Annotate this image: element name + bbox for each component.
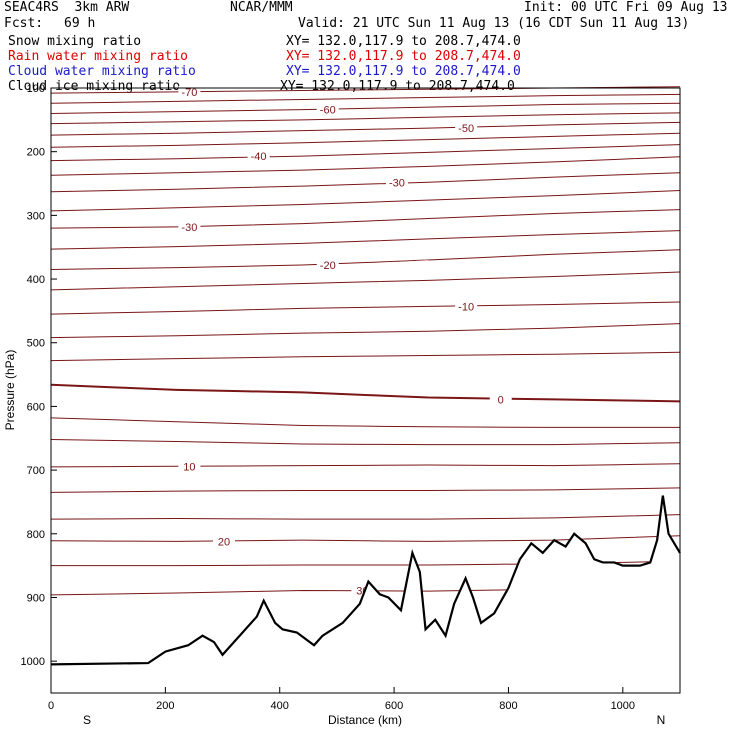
init-time: Init: 00 UTC Fri 09 Aug 13 <box>524 0 728 15</box>
isotherm-label: -70 <box>181 87 197 99</box>
y-axis-label: Pressure (hPa) <box>3 350 17 431</box>
fcst-label: Fcst: <box>4 16 44 31</box>
x-axis-label: Distance (km) <box>328 713 402 727</box>
isotherm-label: -10 <box>458 301 474 313</box>
y-tick-label: 700 <box>27 465 45 477</box>
isotherm-label-bg <box>455 122 478 134</box>
isotherm-line <box>50 351 681 362</box>
isotherm-label-bg <box>178 85 201 97</box>
isotherm-line <box>50 249 681 270</box>
y-tick-label: 900 <box>27 592 45 604</box>
isotherm-label-bg <box>178 220 201 232</box>
isotherm-label-bg <box>178 460 201 472</box>
terrain-layer <box>50 495 681 693</box>
isotherm-line <box>50 144 681 162</box>
y-tick-label: 500 <box>27 338 45 350</box>
y-tick-label: 300 <box>27 210 45 222</box>
field-name-cloudice: Cloud ice mixing ratio <box>8 79 181 94</box>
fcst-value: 69 h <box>64 16 96 31</box>
isotherm-line <box>50 301 681 315</box>
isotherm-line <box>50 121 681 136</box>
x-tick-label: 400 <box>271 700 289 712</box>
isotherm-label: 10 <box>183 461 195 473</box>
field-name-snow: Snow mixing ratio <box>8 34 142 49</box>
isotherm-line <box>50 172 681 193</box>
field-name-rain: Rain water mixing ratio <box>8 49 189 64</box>
isotherm-line <box>50 417 680 428</box>
isotherm-line <box>50 514 681 520</box>
isotherm-label-bg <box>212 535 235 547</box>
field-name-cloudwater: Cloud water mixing ratio <box>8 64 196 79</box>
y-tick-label: 200 <box>27 147 45 159</box>
isotherm-line <box>50 209 681 229</box>
x-tick-label: 200 <box>156 700 174 712</box>
isotherm-label-bg <box>316 259 339 271</box>
isotherm-line <box>50 102 681 114</box>
isotherm-label: -60 <box>320 105 336 117</box>
isotherm-label: -50 <box>458 123 474 135</box>
isotherm-line <box>50 190 681 212</box>
x-tick-label: 600 <box>385 700 403 712</box>
isotherm-label: -20 <box>320 260 336 272</box>
isotherm-label: -30 <box>181 222 197 234</box>
isotherm-label-bg <box>316 103 339 115</box>
isotherm-line <box>50 383 681 403</box>
isotherm-line <box>50 487 681 493</box>
model-title: SEAC4RS 3km ARW <box>4 0 130 15</box>
terrain-line <box>50 495 681 666</box>
isotherm-line <box>50 112 681 125</box>
isotherm-line <box>50 535 681 542</box>
isotherm-label-bg <box>247 150 270 162</box>
isotherm-label: 20 <box>218 536 230 548</box>
isotherm-line <box>50 230 681 250</box>
terrain-mask <box>51 495 680 693</box>
isotherm-label: 0 <box>498 394 504 406</box>
y-tick-label: 1000 <box>21 656 45 668</box>
plot-frame <box>50 87 681 694</box>
x-tick-label: 1000 <box>611 700 635 712</box>
south-label: S <box>83 713 91 727</box>
isotherm-label-bg <box>455 300 478 312</box>
org-label: NCAR/MMM <box>230 0 293 15</box>
field-xy-cloudwater: XY= 132.0,117.9 to 208.7,474.0 <box>286 64 521 79</box>
isotherm-label-bg <box>385 176 408 188</box>
isotherm-label-bg <box>489 393 512 405</box>
north-label: N <box>657 713 666 727</box>
isotherm-label: -30 <box>389 177 405 189</box>
isotherm-line <box>50 439 681 446</box>
y-tick-label: 600 <box>27 401 45 413</box>
field-xy-snow: XY= 132.0,117.9 to 208.7,474.0 <box>286 34 521 49</box>
x-tick-label: 0 <box>48 700 54 712</box>
field-xy-rain: XY= 132.0,117.9 to 208.7,474.0 <box>286 49 521 64</box>
isotherm-label: -40 <box>251 151 267 163</box>
isotherm-line <box>50 156 681 176</box>
isotherm-line <box>50 463 681 468</box>
isotherm-label-bg <box>351 584 374 596</box>
isotherm-line <box>50 323 681 339</box>
y-tick-label: 400 <box>27 274 45 286</box>
y-tick-label: 100 <box>27 83 45 95</box>
isotherm-line <box>50 93 681 104</box>
valid-time: Valid: 21 UTC Sun 11 Aug 13 (16 CDT Sun … <box>298 16 690 31</box>
y-tick-label: 800 <box>27 529 45 541</box>
isotherm-line <box>50 132 681 148</box>
isotherm-line <box>50 271 681 291</box>
x-tick-label: 800 <box>499 700 517 712</box>
